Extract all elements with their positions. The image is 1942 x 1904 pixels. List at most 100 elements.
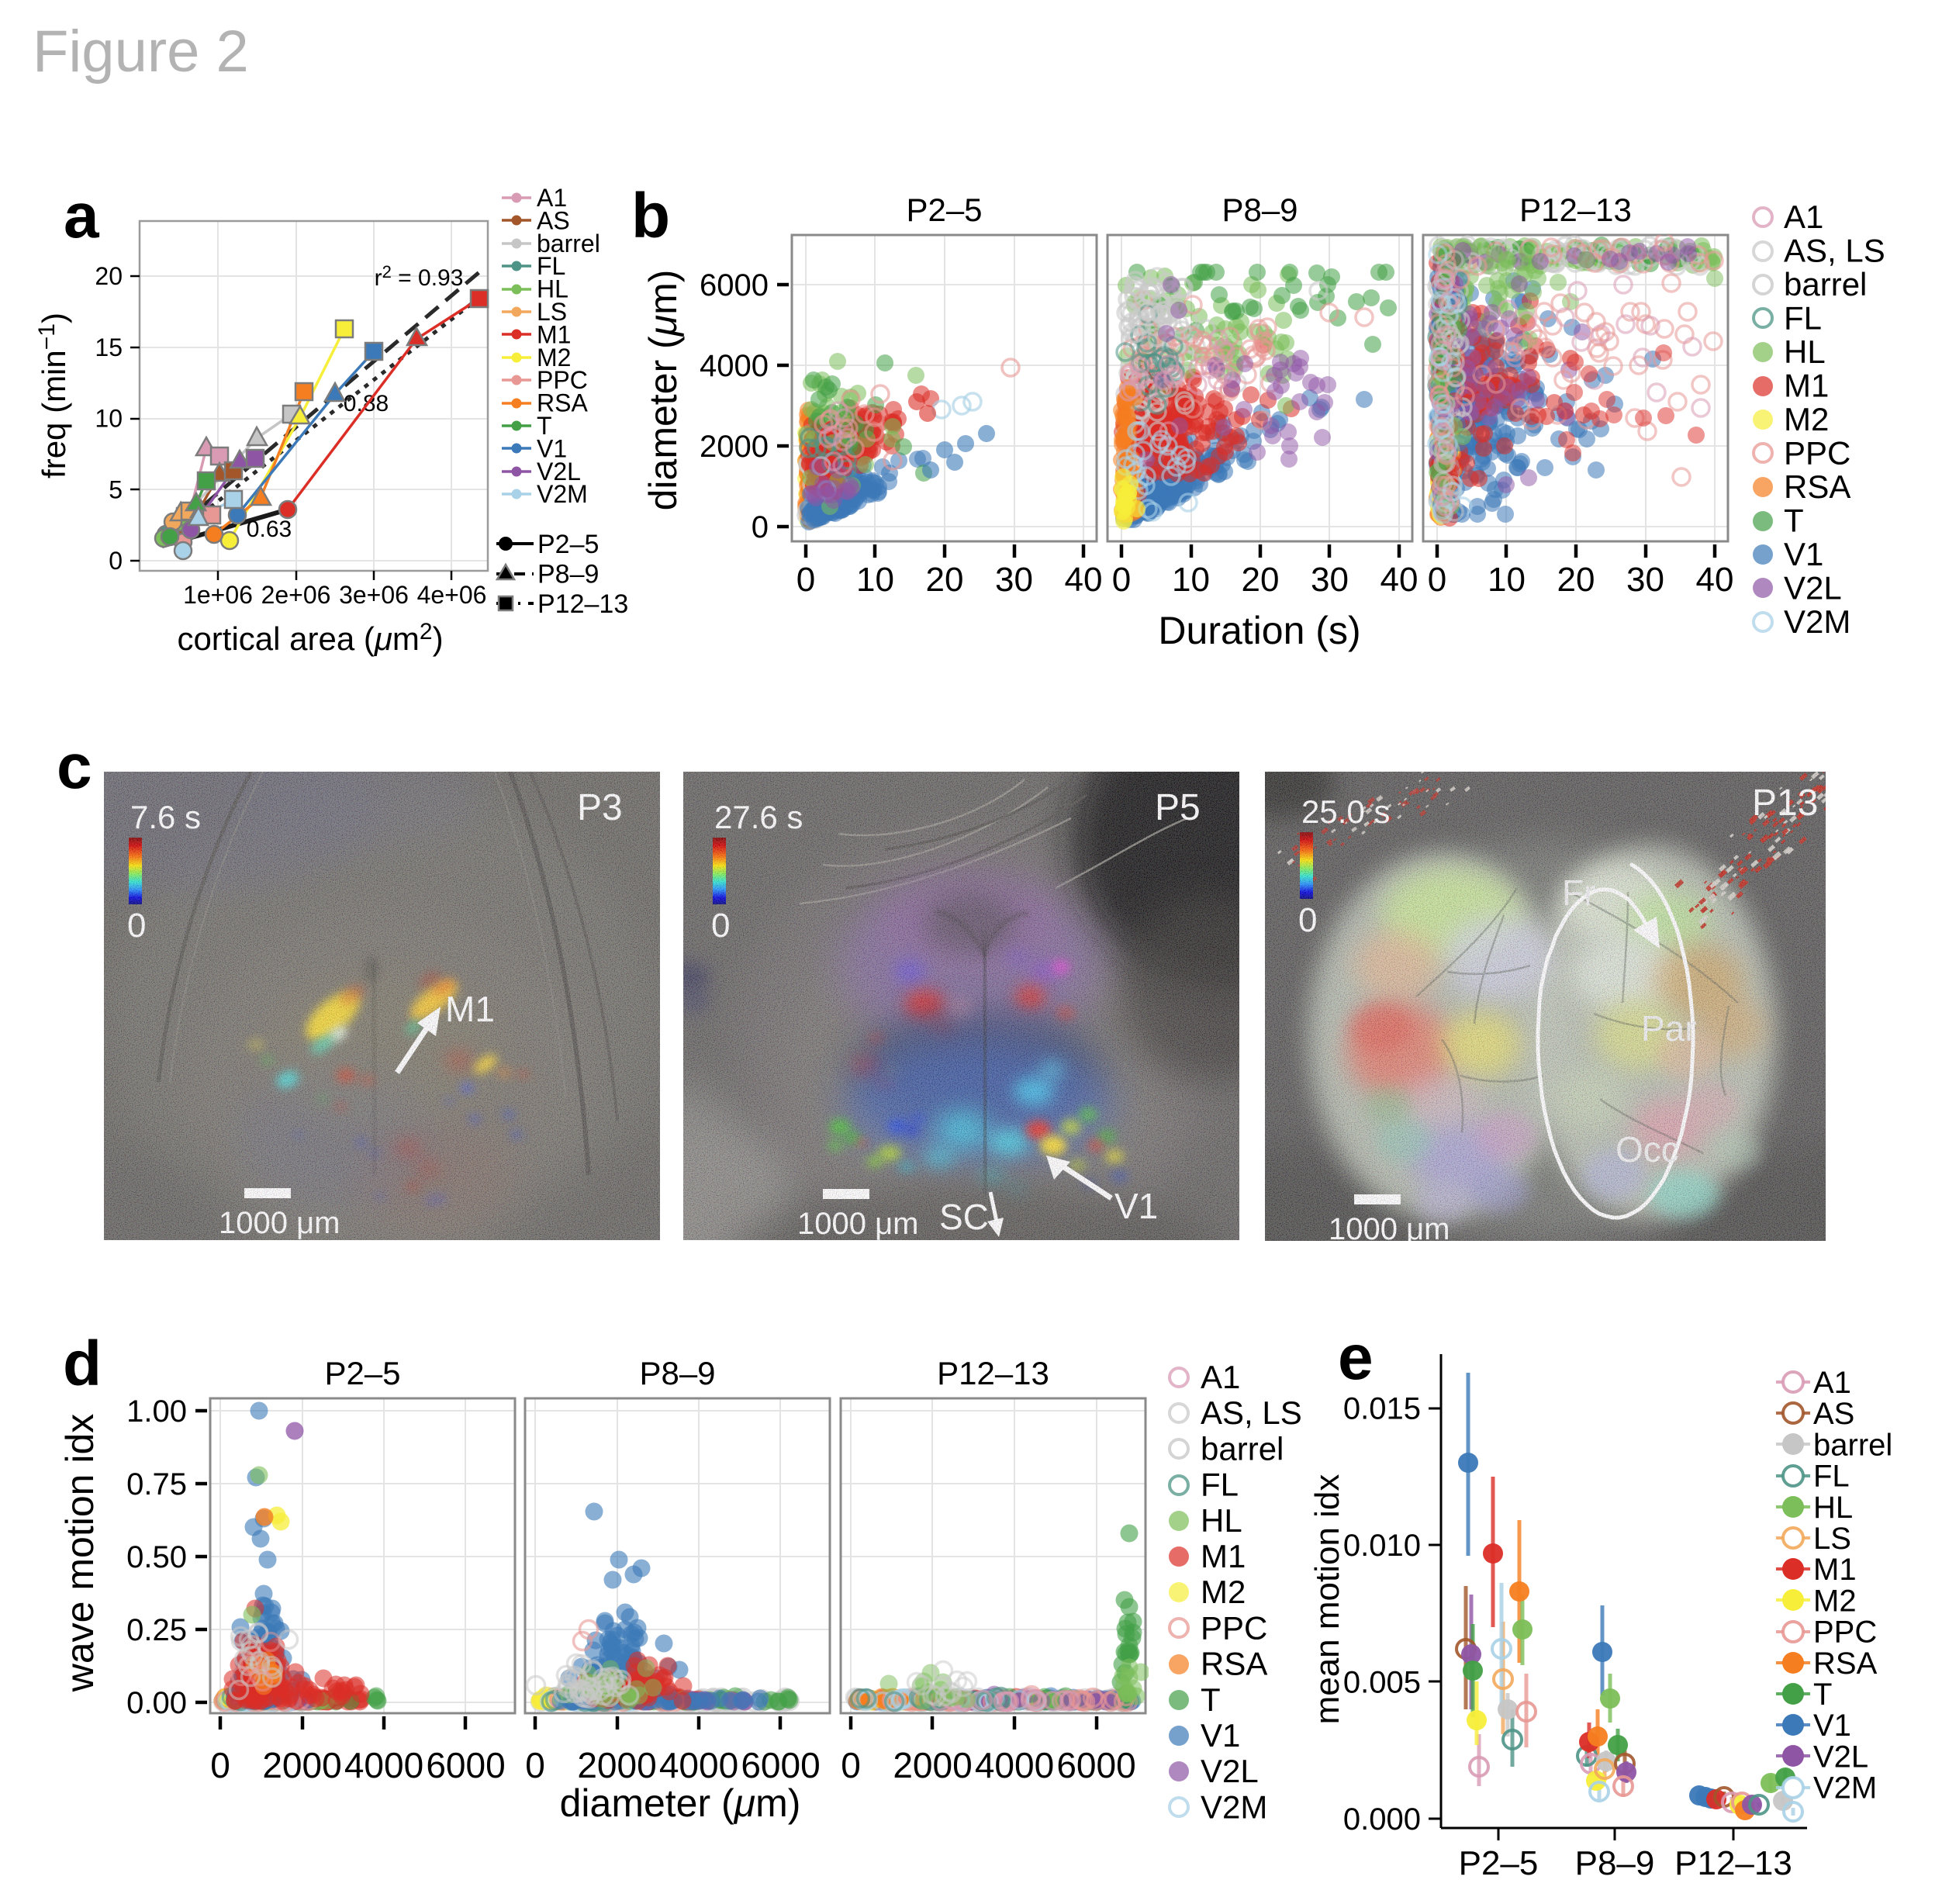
svg-text:FL: FL xyxy=(1784,300,1822,337)
svg-text:0.000: 0.000 xyxy=(1343,1802,1421,1837)
svg-text:V1: V1 xyxy=(1784,536,1823,572)
svg-text:0: 0 xyxy=(752,510,769,544)
svg-text:P2–5: P2–5 xyxy=(906,192,982,228)
svg-text:40: 40 xyxy=(1696,561,1734,599)
svg-text:4000: 4000 xyxy=(975,1745,1054,1785)
svg-text:10: 10 xyxy=(1172,561,1210,599)
svg-text:A1: A1 xyxy=(1201,1359,1240,1395)
svg-text:V2L: V2L xyxy=(1784,570,1842,606)
svg-text:4000: 4000 xyxy=(700,349,769,383)
svg-text:RSA: RSA xyxy=(1784,468,1850,505)
svg-text:4e+06: 4e+06 xyxy=(417,581,487,609)
svg-text:V1: V1 xyxy=(1201,1717,1240,1754)
svg-text:P8–9: P8–9 xyxy=(537,560,599,589)
svg-text:0.00: 0.00 xyxy=(126,1686,187,1720)
svg-text:HL: HL xyxy=(1784,333,1826,370)
svg-text:AS, LS: AS, LS xyxy=(1784,233,1885,269)
svg-text:30: 30 xyxy=(1311,561,1349,599)
svg-text:P12–13: P12–13 xyxy=(937,1355,1049,1391)
svg-text:0.63: 0.63 xyxy=(247,517,292,542)
svg-text:30: 30 xyxy=(995,561,1033,599)
svg-text:mean motion idx: mean motion idx xyxy=(1308,1474,1346,1725)
svg-text:0: 0 xyxy=(1428,561,1446,599)
svg-text:A1: A1 xyxy=(1784,199,1823,235)
svg-text:30: 30 xyxy=(1626,561,1664,599)
svg-text:0.010: 0.010 xyxy=(1343,1529,1421,1563)
svg-text:P8–9: P8–9 xyxy=(1222,192,1298,228)
svg-text:T: T xyxy=(1784,503,1804,539)
svg-text:Figure 2: Figure 2 xyxy=(33,19,249,85)
svg-text:2000: 2000 xyxy=(577,1745,656,1785)
svg-text:0: 0 xyxy=(841,1745,861,1785)
svg-text:0.015: 0.015 xyxy=(1343,1392,1421,1426)
svg-text:PPC: PPC xyxy=(1784,435,1850,472)
svg-text:6000: 6000 xyxy=(1056,1745,1135,1785)
svg-text:P2–5: P2–5 xyxy=(537,530,599,559)
svg-text:P8–9: P8–9 xyxy=(639,1355,715,1391)
svg-text:diameter (μm): diameter (μm) xyxy=(641,270,685,511)
svg-text:V2M: V2M xyxy=(1784,603,1850,640)
svg-text:40: 40 xyxy=(1065,561,1103,599)
svg-text:AS, LS: AS, LS xyxy=(1201,1394,1302,1431)
svg-text:6000: 6000 xyxy=(426,1745,505,1785)
svg-text:P2–5: P2–5 xyxy=(1459,1844,1539,1882)
svg-text:4000: 4000 xyxy=(659,1745,738,1785)
svg-text:15: 15 xyxy=(95,333,123,361)
svg-text:3e+06: 3e+06 xyxy=(339,581,409,609)
svg-text:20: 20 xyxy=(1557,561,1595,599)
svg-text:M1: M1 xyxy=(1784,368,1829,404)
svg-text:1e+06: 1e+06 xyxy=(183,581,253,609)
svg-text:20: 20 xyxy=(95,262,123,290)
svg-text:M2: M2 xyxy=(1784,401,1829,437)
svg-text:6000: 6000 xyxy=(700,268,769,302)
svg-text:0: 0 xyxy=(525,1745,545,1785)
svg-text:0.50: 0.50 xyxy=(126,1540,187,1574)
svg-text:diameter (μm): diameter (μm) xyxy=(560,1781,801,1825)
svg-text:20: 20 xyxy=(926,561,964,599)
svg-text:Duration (s): Duration (s) xyxy=(1158,609,1360,652)
svg-text:2e+06: 2e+06 xyxy=(261,581,331,609)
svg-text:PPC: PPC xyxy=(1201,1609,1267,1646)
svg-text:0.25: 0.25 xyxy=(126,1613,187,1647)
svg-text:2000: 2000 xyxy=(893,1745,972,1785)
svg-text:0: 0 xyxy=(210,1745,230,1785)
svg-text:P12–13: P12–13 xyxy=(1674,1844,1792,1882)
svg-text:4000: 4000 xyxy=(344,1745,423,1785)
svg-text:P12–13: P12–13 xyxy=(1519,192,1632,228)
svg-text:b: b xyxy=(631,181,670,251)
svg-text:barrel: barrel xyxy=(1784,266,1867,302)
svg-text:0.75: 0.75 xyxy=(126,1467,187,1501)
svg-text:V2M: V2M xyxy=(537,480,588,508)
svg-text:10: 10 xyxy=(95,405,123,433)
svg-text:a: a xyxy=(64,181,100,251)
svg-text:barrel: barrel xyxy=(1201,1430,1284,1467)
svg-text:2000: 2000 xyxy=(262,1745,341,1785)
svg-text:V2M: V2M xyxy=(1201,1788,1267,1825)
svg-text:cortical area (μm2): cortical area (μm2) xyxy=(177,619,443,657)
svg-text:P8–9: P8–9 xyxy=(1575,1844,1655,1882)
svg-text:5: 5 xyxy=(109,475,123,503)
svg-text:0.005: 0.005 xyxy=(1343,1666,1421,1700)
svg-text:HL: HL xyxy=(1201,1502,1242,1539)
svg-text:P12–13: P12–13 xyxy=(537,589,628,619)
svg-text:e: e xyxy=(1338,1322,1374,1393)
svg-text:40: 40 xyxy=(1380,561,1418,599)
svg-text:10: 10 xyxy=(856,561,894,599)
svg-text:V2L: V2L xyxy=(1201,1753,1259,1789)
svg-text:20: 20 xyxy=(1242,561,1280,599)
svg-text:0: 0 xyxy=(109,547,123,575)
svg-text:0: 0 xyxy=(796,561,815,599)
svg-text:M1: M1 xyxy=(1201,1538,1246,1574)
svg-text:10: 10 xyxy=(1488,561,1526,599)
svg-text:1.00: 1.00 xyxy=(126,1394,187,1429)
svg-text:T: T xyxy=(1201,1681,1221,1718)
svg-text:c: c xyxy=(57,731,92,802)
svg-text:M2: M2 xyxy=(1201,1574,1246,1610)
svg-text:FL: FL xyxy=(1201,1467,1239,1503)
svg-text:P2–5: P2–5 xyxy=(324,1355,400,1391)
svg-text:6000: 6000 xyxy=(741,1745,820,1785)
svg-text:0: 0 xyxy=(1112,561,1131,599)
svg-text:2000: 2000 xyxy=(700,430,769,464)
svg-text:d: d xyxy=(63,1329,102,1399)
svg-text:RSA: RSA xyxy=(1201,1646,1267,1682)
